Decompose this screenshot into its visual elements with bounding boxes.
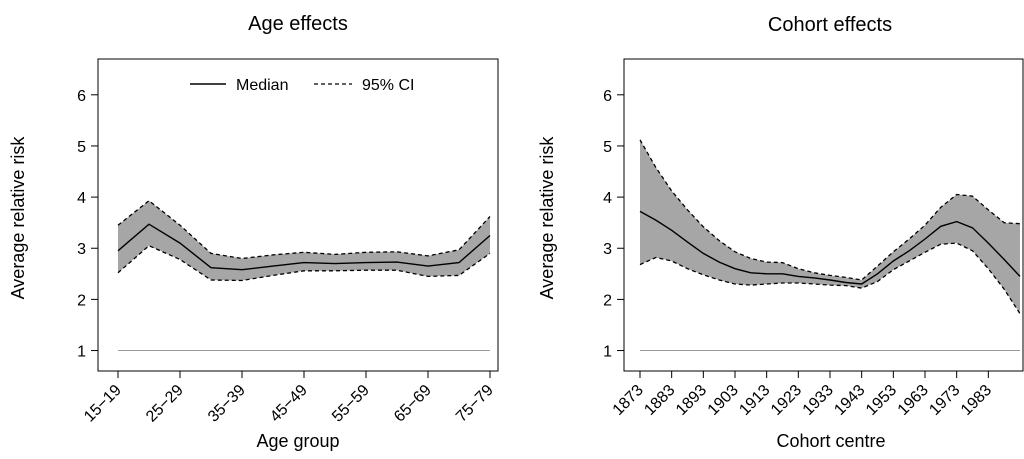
x-tick-label: 1933 — [800, 382, 837, 419]
ci-upper-line — [117, 199, 491, 260]
ci-lower-line — [117, 244, 491, 282]
x-tick-label: 1953 — [863, 382, 900, 419]
y-tick-label: 4 — [603, 190, 612, 207]
x-tick-label: 35−39 — [205, 382, 249, 426]
y-tick-label: 1 — [77, 344, 86, 361]
y-tick-label: 5 — [603, 139, 612, 156]
x-axis: 1873188318931903191319231933194319531963… — [610, 371, 995, 419]
median-line — [639, 210, 1021, 285]
x-axis-label: Cohort centre — [776, 431, 885, 451]
ci-band — [640, 139, 1020, 314]
legend: Median 95% CI — [190, 77, 414, 94]
x-tick-label: 75−79 — [453, 382, 497, 426]
x-tick-label: 1943 — [831, 382, 868, 419]
y-tick-label: 2 — [77, 292, 86, 309]
y-tick-label: 1 — [603, 344, 612, 361]
y-tick-label: 6 — [603, 88, 612, 105]
chart-title: Age effects — [248, 13, 348, 35]
plot-frame — [623, 58, 1024, 372]
x-tick-label: 1973 — [926, 382, 963, 419]
y-tick-label: 3 — [77, 241, 86, 258]
x-tick-label: 1923 — [768, 382, 805, 419]
ci-lower-line — [639, 242, 1021, 315]
x-tick-label: 1883 — [641, 382, 678, 419]
x-tick-label: 1893 — [673, 382, 710, 419]
ci-upper-line — [639, 139, 1021, 281]
y-axis: 1 2 3 4 5 6 — [77, 88, 98, 361]
y-tick-label: 2 — [603, 292, 612, 309]
x-tick-label: 1913 — [736, 382, 773, 419]
x-tick-label: 1963 — [895, 382, 932, 419]
x-tick-label: 55−59 — [329, 382, 373, 426]
x-tick-label: 15−19 — [81, 382, 125, 426]
y-tick-label: 6 — [77, 88, 86, 105]
x-tick-label: 45−49 — [267, 382, 311, 426]
y-axis-label: Average relative risk — [537, 136, 557, 300]
median-line — [117, 223, 491, 271]
y-tick-label: 5 — [77, 139, 86, 156]
chart-title: Cohort effects — [768, 14, 892, 36]
x-axis-label: Age group — [256, 431, 339, 451]
legend-ci-label: 95% CI — [362, 77, 414, 94]
x-axis: 15−19 25−29 35−39 45−49 55−59 65−69 75−79 — [81, 371, 497, 426]
y-axis-label: Average relative risk — [8, 136, 28, 300]
x-tick-label: 1873 — [610, 382, 647, 419]
y-axis: 1 2 3 4 5 6 — [603, 88, 624, 361]
y-tick-label: 3 — [603, 241, 612, 258]
x-tick-label: 25−29 — [143, 382, 187, 426]
y-tick-label: 4 — [77, 190, 86, 207]
legend-median-label: Median — [236, 77, 288, 94]
ci-band — [118, 200, 490, 281]
plot-frame — [97, 58, 499, 372]
x-tick-label: 1983 — [958, 382, 995, 419]
cohort-effects-panel: Cohort effects Average relative risk Coh… — [537, 14, 1024, 451]
x-tick-label: 1903 — [705, 382, 742, 419]
age-effects-panel: Age effects Average relative risk Age gr… — [8, 13, 499, 451]
x-tick-label: 65−69 — [391, 382, 435, 426]
